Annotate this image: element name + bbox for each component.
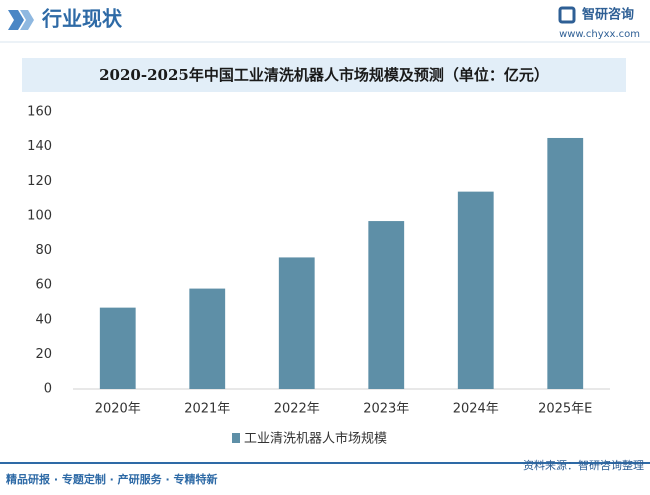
y-tick-label: 40: [35, 312, 52, 327]
y-tick-label: 160: [27, 105, 52, 120]
bar: [189, 288, 226, 389]
footer-source: 资料来源：智研咨询整理: [523, 458, 644, 472]
header-title: 行业现状: [41, 7, 123, 31]
y-tick-label: 100: [27, 208, 52, 223]
logo-text: 智研咨询: [582, 7, 634, 23]
y-tick-label: 140: [27, 139, 52, 154]
x-tick-label: 2024年: [453, 402, 499, 417]
x-tick-label: 2023年: [363, 402, 409, 417]
legend-label: 工业清洗机器人市场规模: [244, 431, 387, 447]
x-tick-label: 2021年: [184, 402, 230, 417]
title-box: [22, 58, 626, 92]
x-tick-label: 2025年E: [538, 402, 592, 417]
bar: [547, 137, 584, 389]
plot: 0 20 40 60 80 100 120 140 160 2020年 2021年 2022年 2023…: [27, 105, 610, 447]
legend-swatch: [232, 433, 240, 443]
logo-icon: [558, 6, 576, 24]
x-tick-label: 2020年: [95, 402, 141, 417]
header-icon: [8, 10, 34, 30]
chart-title: 2020-2025年中国工业清洗机器人市场规模及预测（单位：亿元）: [99, 66, 549, 84]
y-tick-label: 20: [35, 347, 52, 362]
bar: [457, 191, 494, 389]
x-tick-label: 2022年: [274, 402, 320, 417]
y-tick-label: 80: [35, 243, 52, 258]
y-tick-label: 60: [35, 278, 52, 293]
bar: [278, 257, 315, 389]
bar: [368, 221, 405, 389]
y-tick-label: 0: [44, 382, 52, 397]
footer-left: 精品研报 · 专题定制 · 产研服务 · 专精特新: [6, 472, 218, 486]
y-tick-label: 120: [27, 174, 52, 189]
bar: [99, 307, 136, 389]
logo-url: www.chyxx.com: [559, 29, 640, 40]
